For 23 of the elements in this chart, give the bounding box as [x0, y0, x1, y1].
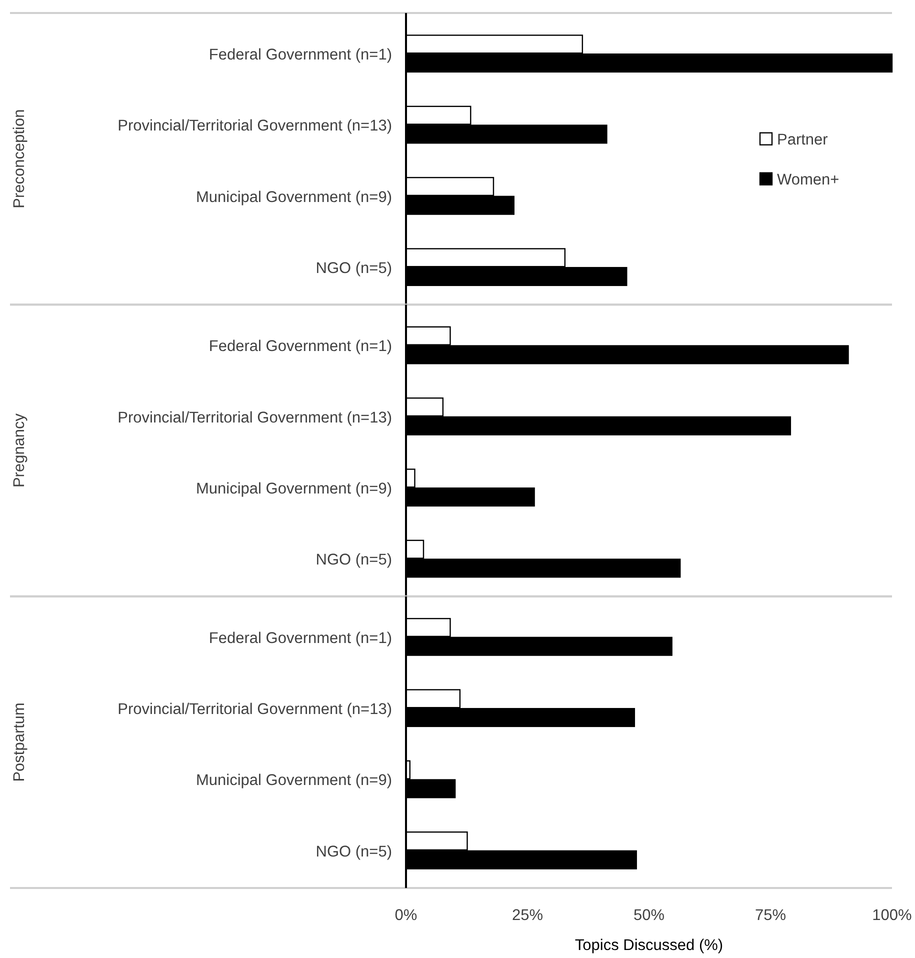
y-tick-label: NGO (n=5) — [316, 260, 392, 277]
y-axis-title: Preconception — [11, 109, 28, 208]
y-tick-label: Provincial/Territorial Government (n=13) — [118, 701, 392, 718]
x-tick-label: 50% — [633, 907, 665, 924]
x-tick-label: 25% — [512, 907, 544, 924]
x-tick-label: 100% — [872, 907, 912, 924]
y-tick-label: NGO (n=5) — [316, 552, 392, 569]
legend-label: Women+ — [777, 171, 840, 188]
y-tick-label: Municipal Government (n=9) — [196, 188, 392, 206]
y-axis-title: Pregnancy — [11, 413, 28, 488]
y-tick-label: Federal Government (n=1) — [208, 630, 392, 647]
y-tick-label: Federal Government (n=1) — [208, 46, 392, 64]
legend-label: Partner — [777, 131, 828, 148]
y-tick-label: Provincial/Territorial Government (n=13) — [118, 118, 392, 135]
x-tick-label: 75% — [754, 907, 786, 924]
x-axis-title: Topics Discussed (%) — [574, 937, 724, 954]
y-tick-label: Federal Government (n=1) — [208, 338, 392, 356]
y-tick-label: Municipal Government (n=9) — [196, 772, 392, 790]
y-tick-label: Municipal Government (n=9) — [196, 480, 392, 498]
y-axis-title: Postpartum — [11, 702, 28, 782]
y-tick-label: NGO (n=5) — [316, 843, 392, 860]
y-tick-label: Provincial/Territorial Government (n=13) — [118, 409, 392, 426]
x-tick-label: 0% — [394, 907, 418, 924]
